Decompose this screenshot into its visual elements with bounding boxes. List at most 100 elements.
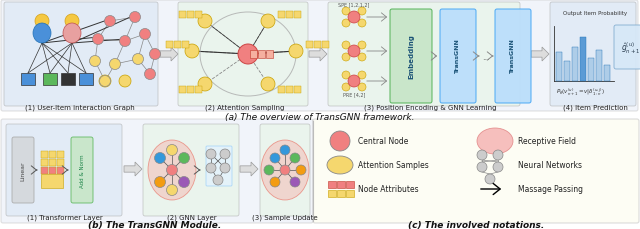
- Bar: [278, 12, 285, 19]
- Ellipse shape: [261, 78, 275, 92]
- Ellipse shape: [220, 163, 230, 173]
- Ellipse shape: [280, 165, 290, 175]
- Bar: [179, 87, 186, 94]
- Ellipse shape: [63, 24, 81, 44]
- Ellipse shape: [327, 156, 353, 174]
- Ellipse shape: [348, 46, 360, 58]
- Bar: [174, 42, 181, 49]
- Bar: [187, 87, 194, 94]
- Text: Massage Passing: Massage Passing: [518, 185, 583, 194]
- Bar: [294, 12, 301, 19]
- Bar: [179, 12, 186, 19]
- Bar: [195, 12, 202, 19]
- Text: (2) Attention Sampling: (2) Attention Sampling: [205, 104, 285, 111]
- Polygon shape: [309, 48, 327, 62]
- Bar: [182, 42, 189, 49]
- Ellipse shape: [145, 69, 156, 80]
- Bar: [286, 12, 293, 19]
- Ellipse shape: [358, 20, 366, 28]
- FancyBboxPatch shape: [328, 3, 520, 106]
- Text: Central Node: Central Node: [358, 137, 408, 146]
- Ellipse shape: [477, 128, 513, 154]
- Bar: [346, 181, 354, 188]
- Ellipse shape: [261, 15, 275, 29]
- Text: Node Attributes: Node Attributes: [358, 185, 419, 194]
- Bar: [21, 74, 35, 86]
- Ellipse shape: [342, 20, 350, 28]
- Ellipse shape: [358, 54, 366, 62]
- Text: Add & Norm: Add & Norm: [79, 153, 84, 187]
- Bar: [328, 181, 336, 188]
- Ellipse shape: [154, 153, 166, 164]
- Text: (a) The overview of TransGNN framework.: (a) The overview of TransGNN framework.: [225, 113, 415, 122]
- Ellipse shape: [119, 76, 131, 88]
- Ellipse shape: [90, 56, 100, 67]
- Bar: [266, 51, 273, 59]
- Text: TransGNN: TransGNN: [511, 39, 515, 74]
- Ellipse shape: [65, 15, 79, 29]
- Ellipse shape: [198, 15, 212, 29]
- Text: Attention Samples: Attention Samples: [358, 161, 429, 170]
- Ellipse shape: [358, 8, 366, 16]
- Ellipse shape: [342, 72, 350, 80]
- Ellipse shape: [238, 45, 258, 65]
- Bar: [41, 151, 48, 158]
- Polygon shape: [240, 162, 258, 176]
- Ellipse shape: [129, 12, 141, 23]
- Ellipse shape: [206, 163, 216, 173]
- Ellipse shape: [206, 149, 216, 159]
- Bar: [57, 151, 64, 158]
- Bar: [337, 190, 345, 197]
- Ellipse shape: [358, 84, 366, 92]
- Ellipse shape: [261, 140, 309, 200]
- Ellipse shape: [166, 185, 177, 196]
- Ellipse shape: [270, 177, 280, 187]
- FancyBboxPatch shape: [440, 10, 476, 104]
- Text: Embedding: Embedding: [408, 34, 414, 79]
- Text: PRE [4,2]: PRE [4,2]: [343, 92, 365, 97]
- Text: (1) User-Item interaction Graph: (1) User-Item interaction Graph: [25, 104, 135, 111]
- Bar: [41, 174, 63, 188]
- Ellipse shape: [485, 174, 495, 184]
- Bar: [278, 87, 285, 94]
- Ellipse shape: [35, 15, 49, 29]
- FancyBboxPatch shape: [4, 3, 158, 106]
- Text: ...: ...: [482, 52, 490, 61]
- Ellipse shape: [185, 45, 199, 59]
- Bar: [57, 159, 64, 166]
- FancyBboxPatch shape: [178, 3, 308, 106]
- Ellipse shape: [93, 34, 104, 45]
- FancyBboxPatch shape: [1, 120, 313, 223]
- Bar: [588, 58, 594, 82]
- FancyBboxPatch shape: [143, 124, 239, 216]
- Text: (2) GNN Layer: (2) GNN Layer: [167, 214, 217, 220]
- FancyBboxPatch shape: [6, 124, 122, 216]
- Text: Output Item Probability: Output Item Probability: [563, 11, 627, 16]
- Bar: [187, 12, 194, 19]
- Ellipse shape: [154, 177, 166, 188]
- Bar: [61, 74, 75, 86]
- FancyBboxPatch shape: [313, 120, 639, 223]
- Bar: [258, 51, 265, 59]
- Ellipse shape: [342, 84, 350, 92]
- Ellipse shape: [109, 59, 120, 70]
- Bar: [306, 42, 313, 49]
- Ellipse shape: [348, 12, 360, 24]
- Bar: [79, 74, 93, 86]
- Ellipse shape: [296, 165, 306, 175]
- Ellipse shape: [99, 76, 111, 88]
- Ellipse shape: [140, 29, 150, 40]
- FancyBboxPatch shape: [71, 137, 93, 203]
- Text: SPE [1,2,1,2]: SPE [1,2,1,2]: [339, 3, 370, 8]
- Bar: [195, 87, 202, 94]
- Ellipse shape: [290, 177, 300, 187]
- Text: Neural Networks: Neural Networks: [518, 161, 582, 170]
- Bar: [166, 42, 173, 49]
- Polygon shape: [160, 48, 178, 62]
- Bar: [322, 42, 329, 49]
- Bar: [250, 51, 257, 59]
- Ellipse shape: [132, 54, 143, 65]
- Ellipse shape: [493, 150, 503, 160]
- Bar: [314, 42, 321, 49]
- FancyBboxPatch shape: [12, 137, 34, 203]
